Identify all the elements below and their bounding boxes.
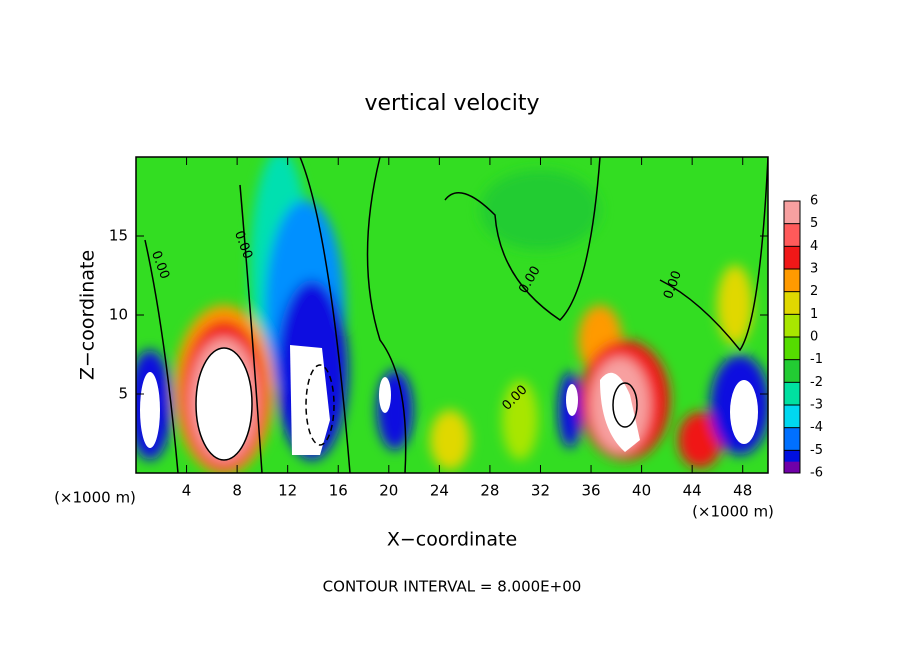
colorbar-tick-label: -4 — [810, 420, 823, 435]
field — [136, 157, 768, 473]
x-tick-label: 32 — [531, 482, 550, 500]
colorbar-swatch — [784, 223, 800, 247]
x-tick-label: 24 — [430, 482, 449, 500]
colorbar-tick-label: 0 — [810, 330, 818, 345]
x-tick-label: 40 — [632, 482, 651, 500]
x-tick-label: 44 — [683, 482, 702, 500]
y-axis-label: Z−coordinate — [77, 250, 99, 380]
colorbar-swatch — [784, 314, 800, 337]
colorbar-tick-label: -1 — [810, 352, 823, 367]
colorbar-swatch — [784, 405, 800, 428]
colorbar-swatch — [784, 246, 800, 269]
colorbar-swatch — [784, 359, 800, 383]
colorbar-tick-label: 4 — [810, 239, 818, 254]
chart-title: vertical velocity — [364, 91, 539, 116]
colorbar-swatch — [784, 201, 800, 224]
colorbar-tick-label: 3 — [810, 262, 818, 277]
colorbar-tick-label: 5 — [810, 216, 818, 231]
colorbar-swatch — [784, 461, 800, 473]
colorbar-swatch — [784, 382, 800, 405]
y-tick-label: 10 — [109, 306, 128, 324]
colorbar-tick-label: -3 — [810, 398, 823, 413]
x-axis-label: X−coordinate — [387, 529, 517, 551]
colorbar-tick-label: -2 — [810, 375, 823, 390]
x-tick-label: 20 — [379, 482, 398, 500]
x-tick-label: 4 — [182, 482, 192, 500]
colorbar-swatch — [784, 337, 800, 360]
x-tick-label: 8 — [232, 482, 242, 500]
colorbar-tick-label: -6 — [810, 466, 823, 481]
colorbar-tick-label: 6 — [810, 194, 818, 209]
footer: CONTOUR INTERVAL = 8.000E+00 — [323, 578, 582, 596]
x-tick-label: 36 — [581, 482, 600, 500]
x-tick-label: 16 — [329, 482, 348, 500]
y-unit: (×1000 m) — [54, 489, 136, 507]
x-tick-label: 12 — [278, 482, 297, 500]
x-tick-label: 48 — [733, 482, 752, 500]
colorbar-swatch — [784, 269, 800, 292]
y-tick-label: 15 — [109, 227, 128, 245]
colorbar-swatch — [784, 427, 800, 451]
colorbar-swatch — [784, 291, 800, 315]
x-unit: (×1000 m) — [692, 503, 774, 521]
x-tick-label: 28 — [480, 482, 499, 500]
colorbar-tick-label: 1 — [810, 307, 818, 322]
colorbar-tick-label: 2 — [810, 284, 818, 299]
y-tick-label: 5 — [118, 385, 128, 403]
colorbar-tick-label: -5 — [810, 443, 823, 458]
